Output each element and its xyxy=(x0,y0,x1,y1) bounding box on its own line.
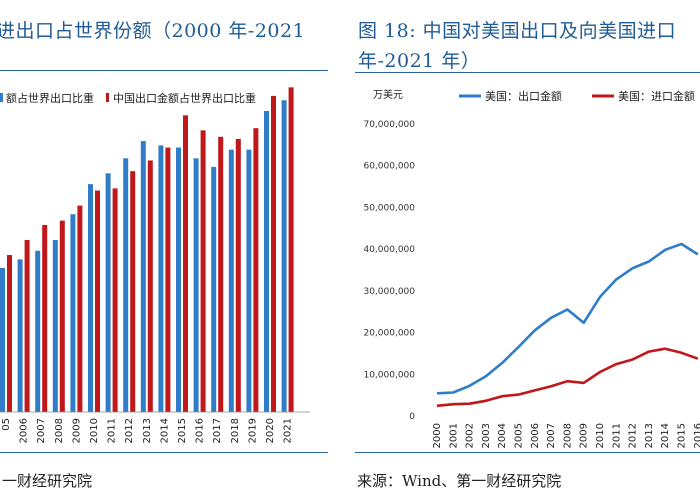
y-tick-label-4: 40,000,000 xyxy=(363,245,415,255)
bar-blue-2016 xyxy=(193,158,199,412)
x-tick-label-2015: 2015 xyxy=(177,418,188,443)
x-tick-label-2004: 2004 xyxy=(497,423,508,448)
x-tick-label-2000: 2000 xyxy=(432,423,443,448)
left-source-rule xyxy=(0,452,328,453)
x-tick-label-2001: 2001 xyxy=(448,423,459,448)
bar-blue-2015 xyxy=(176,147,181,413)
right-title-rule xyxy=(355,72,700,73)
line-series-export xyxy=(436,242,699,395)
bar-blue-2017 xyxy=(211,166,217,412)
bar-blue-2008 xyxy=(52,240,58,412)
x-tick-label-2007: 2007 xyxy=(546,423,557,448)
line-chart: 万美元 美国：出口金额 美国：进口金额 0 10,000,000 20,000,000 30… xyxy=(363,88,700,448)
legend-label-import: 美国：进口金额 xyxy=(618,89,695,103)
bar-blue-05 xyxy=(0,267,5,412)
x-tick-label-2002: 2002 xyxy=(465,423,476,448)
bar-blue-2010 xyxy=(88,184,93,412)
bar-blue-2014 xyxy=(158,145,164,412)
left-source-note: 一财经研究院 xyxy=(2,472,93,490)
y-tick-label-3: 30,000,000 xyxy=(363,287,415,297)
bar-blue-2020 xyxy=(264,111,269,412)
x-tick-label-2015: 2015 xyxy=(677,423,688,448)
x-tick-label-2016: 2016 xyxy=(195,418,206,443)
bar-red-2009 xyxy=(77,205,83,412)
x-tick-label-2009: 2009 xyxy=(71,418,82,443)
bar-red-2015 xyxy=(183,115,188,413)
bar-red-2007 xyxy=(42,224,48,412)
x-tick-label-2007: 2007 xyxy=(36,418,47,443)
bar-red-2018 xyxy=(235,138,241,412)
bar-blue-2011 xyxy=(105,173,111,412)
bar-red-2016 xyxy=(200,130,206,412)
bar-blue-2009 xyxy=(70,214,76,412)
x-tick-label-2010: 2010 xyxy=(595,423,606,448)
x-tick-label-2016: 2016 xyxy=(693,423,700,448)
bar-red-05 xyxy=(7,255,12,412)
y-axis-unit-label: 万美元 xyxy=(373,88,403,101)
bar-red-2021 xyxy=(288,87,294,412)
bar-red-2020 xyxy=(271,95,276,412)
y-tick-label-0: 0 xyxy=(409,412,415,422)
bar-red-2012 xyxy=(130,171,136,412)
line-series-import xyxy=(436,347,699,408)
legend-label-export: 美国：出口金额 xyxy=(485,89,562,103)
bar-blue-2021 xyxy=(281,100,287,412)
x-tick-label-2003: 2003 xyxy=(481,423,492,448)
bar-red-2006 xyxy=(24,240,30,412)
x-tick-label-2006: 2006 xyxy=(530,423,541,448)
bar-red-2008 xyxy=(59,220,65,412)
legend-label-share-b: 中国出口金额占世界出口比重 xyxy=(113,91,256,105)
x-tick-label-2020: 2020 xyxy=(265,418,276,443)
right-source-note: 来源：Wind、第一财经研究院 xyxy=(357,472,562,490)
bar-red-2013 xyxy=(147,160,153,412)
x-tick-label-2013: 2013 xyxy=(142,418,153,443)
y-tick-label-5: 50,000,000 xyxy=(363,203,415,213)
x-tick-label-2008: 2008 xyxy=(54,418,65,443)
bar-blue-2007 xyxy=(35,250,41,412)
x-tick-label-2006: 2006 xyxy=(19,418,30,443)
x-tick-label-2012: 2012 xyxy=(124,418,135,443)
y-tick-label-7: 70,000,000 xyxy=(363,120,415,130)
x-tick-label-2014: 2014 xyxy=(660,423,671,448)
x-tick-label-2018: 2018 xyxy=(230,418,241,443)
left-title-rule xyxy=(0,70,328,71)
x-tick-label-2014: 2014 xyxy=(159,418,170,443)
legend-swatch-share-a xyxy=(0,93,3,102)
bar-blue-2018 xyxy=(228,149,234,412)
x-tick-label-2005: 2005 xyxy=(514,423,525,448)
x-tick-label-2013: 2013 xyxy=(644,423,655,448)
bar-blue-2013 xyxy=(140,141,146,412)
x-tick-label-2017: 2017 xyxy=(212,418,223,443)
x-tick-label-2008: 2008 xyxy=(562,423,573,448)
bar-red-2011 xyxy=(112,188,118,412)
x-tick-label-2010: 2010 xyxy=(89,418,100,443)
x-tick-label-2011: 2011 xyxy=(107,418,118,443)
x-tick-label-2009: 2009 xyxy=(579,423,590,448)
y-tick-label-2: 20,000,000 xyxy=(363,329,415,339)
y-tick-label-6: 60,000,000 xyxy=(363,162,415,172)
x-tick-label-05: 05 xyxy=(1,418,12,431)
right-chart-title-line2: 年-2021 年） xyxy=(358,50,481,72)
x-tick-label-2011: 2011 xyxy=(611,423,622,448)
x-tick-label-2021: 2021 xyxy=(283,418,294,443)
legend-swatch-share-b xyxy=(106,93,109,102)
bar-red-2017 xyxy=(218,136,224,413)
bar-chart: 额占世界出口比重 中国出口金额占世界出口比重 05 2006 2007 2008 2009 2… xyxy=(0,87,310,443)
bar-red-2010 xyxy=(95,190,100,412)
right-chart-title-line1: 图 18: 中国对美国出口及向美国进口 xyxy=(358,20,677,42)
x-tick-label-2019: 2019 xyxy=(247,418,258,443)
bar-red-2019 xyxy=(253,128,259,412)
x-tick-label-2012: 2012 xyxy=(628,423,639,448)
y-tick-label-1: 10,000,000 xyxy=(363,370,415,380)
bar-blue-2019 xyxy=(246,149,252,412)
left-chart-title: 进出口占世界份额（2000 年-2021 xyxy=(0,20,306,42)
legend-label-share-a: 额占世界出口比重 xyxy=(6,91,94,105)
right-source-rule xyxy=(355,452,700,453)
bar-red-2014 xyxy=(165,147,171,413)
bar-blue-2012 xyxy=(123,158,129,412)
bar-blue-2006 xyxy=(17,259,23,412)
